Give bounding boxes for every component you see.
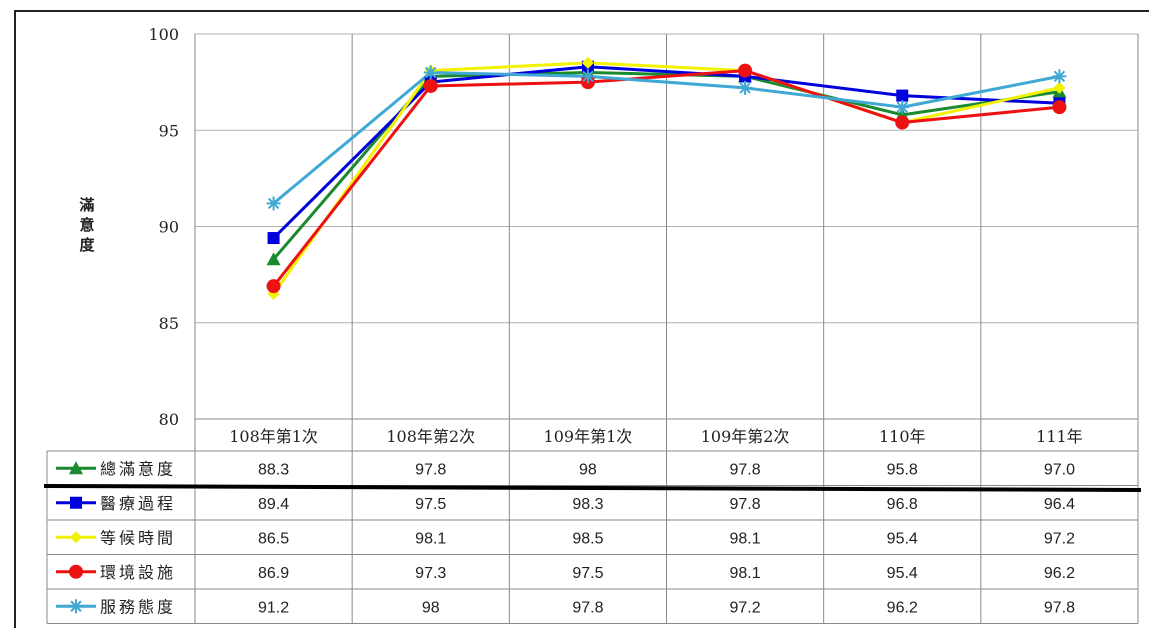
legend-label: 環境設施 xyxy=(100,563,176,582)
data-point-marker xyxy=(1052,100,1067,115)
table-cell-value: 97.2 xyxy=(730,599,761,616)
x-category-label: 108年第2次 xyxy=(386,427,475,446)
table-cell-value: 86.5 xyxy=(258,530,289,547)
table-cell-value: 97.0 xyxy=(1044,461,1075,478)
table-cell-value: 86.9 xyxy=(258,565,289,582)
table-cell-value: 97.8 xyxy=(415,461,446,478)
table-cell-value: 97.3 xyxy=(415,565,446,582)
table-cell-value: 98 xyxy=(422,599,440,616)
chart-frame xyxy=(14,10,1149,628)
table-cell-value: 96.2 xyxy=(887,599,918,616)
data-point-marker xyxy=(423,65,438,80)
data-point-marker xyxy=(69,599,83,614)
data-point-marker xyxy=(896,89,909,102)
table-cell-value: 88.3 xyxy=(258,461,289,478)
data-point-marker xyxy=(895,115,910,130)
table-cell-value: 95.8 xyxy=(887,461,918,478)
table-cell-value: 96.2 xyxy=(1044,565,1075,582)
data-point-marker xyxy=(581,56,594,69)
table-cell-value: 98.1 xyxy=(730,530,761,547)
x-category-label: 110年 xyxy=(879,427,926,446)
table-cell-value: 97.8 xyxy=(730,496,761,513)
legend-label: 總滿意度 xyxy=(100,459,176,478)
table-cell-value: 98.1 xyxy=(415,530,446,547)
data-point-marker xyxy=(738,80,753,95)
data-point-marker xyxy=(69,461,83,475)
legend-label: 等候時間 xyxy=(100,528,176,547)
data-point-marker xyxy=(69,564,83,579)
table-cell-value: 97.2 xyxy=(1044,530,1075,547)
data-point-marker xyxy=(738,63,753,78)
table-cell-value: 98.3 xyxy=(572,496,603,513)
x-category-label: 109年第2次 xyxy=(701,427,790,446)
y-tick-label: 80 xyxy=(159,410,179,429)
table-divider xyxy=(43,484,1142,492)
legend-label: 服務態度 xyxy=(100,597,176,616)
table-cell-value: 97.8 xyxy=(730,461,761,478)
series-lines xyxy=(266,56,1067,300)
data-point-marker xyxy=(423,78,438,93)
data-point-marker xyxy=(266,196,281,211)
table-cell-value: 95.4 xyxy=(887,565,918,582)
x-category-label: 109年第1次 xyxy=(544,427,633,446)
table-cell-value: 98.5 xyxy=(572,530,603,547)
data-point-marker xyxy=(580,69,595,84)
data-point-marker xyxy=(267,232,280,245)
y-tick-label: 95 xyxy=(159,121,179,140)
table-cell-value: 97.5 xyxy=(572,565,603,582)
series-line xyxy=(272,69,1060,288)
table-cell-value: 91.2 xyxy=(258,599,289,616)
y-tick-label: 90 xyxy=(159,218,179,237)
x-category-label: 108年第1次 xyxy=(229,427,318,446)
table-cell-value: 97.5 xyxy=(415,496,446,513)
data-table: 108年第1次 108年第2次 109年第1次 109年第2次 110年 111年總滿意度… xyxy=(46,34,1139,624)
legend-label: 醫療過程 xyxy=(100,494,176,513)
table-cell-value: 97.8 xyxy=(1044,599,1075,616)
data-point-marker xyxy=(266,279,281,294)
table-cell-value: 95.4 xyxy=(887,530,918,547)
series-line xyxy=(272,71,1060,205)
table-cell-value: 96.8 xyxy=(887,496,918,513)
y-tick-label: 85 xyxy=(159,314,179,333)
data-point-marker xyxy=(1053,81,1066,94)
y-tick-label: 100 xyxy=(148,25,179,44)
y-axis-label: 滿意度 xyxy=(79,196,95,254)
table-cell-value: 98 xyxy=(579,461,597,478)
data-point-marker xyxy=(266,252,281,266)
table-cell-value: 96.4 xyxy=(1044,496,1075,513)
y-axis: 80 85 90 95 100 xyxy=(148,25,179,429)
data-point-marker xyxy=(1052,69,1067,84)
table-cell-value: 97.8 xyxy=(572,599,603,616)
data-point-marker xyxy=(895,100,910,115)
series-line xyxy=(272,61,1060,295)
data-point-marker xyxy=(70,496,82,509)
table-cell-value: 89.4 xyxy=(258,496,289,513)
data-point-marker xyxy=(70,531,82,544)
table-cell-value: 98.1 xyxy=(730,565,761,582)
x-category-label: 111年 xyxy=(1036,427,1083,446)
